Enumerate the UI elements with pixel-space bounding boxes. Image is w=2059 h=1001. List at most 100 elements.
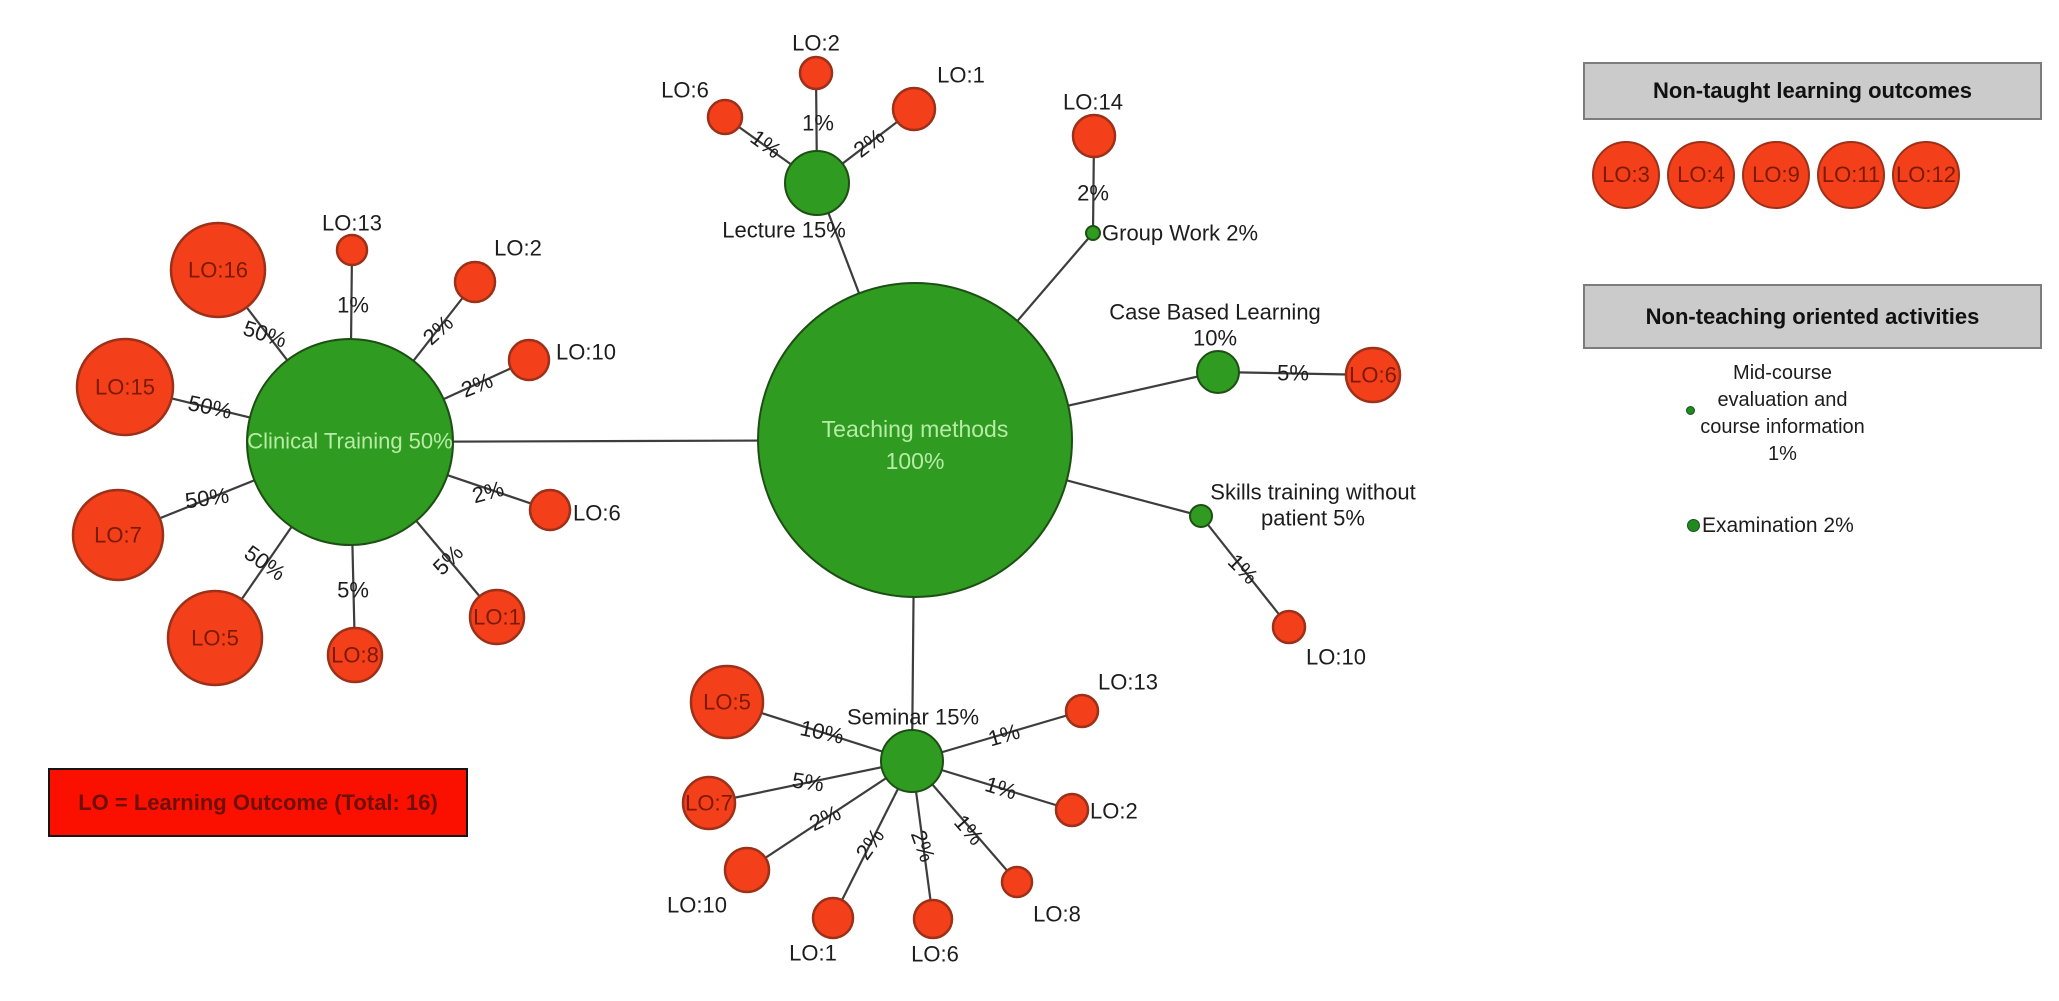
edge-label: 2% [851, 824, 890, 864]
node-label: LO:7 [94, 523, 142, 548]
node-label: patient 5% [1261, 506, 1365, 531]
node-lo1 [811, 896, 855, 940]
node-label: Case Based Learning [1109, 300, 1321, 325]
midcourse-dot-icon [1686, 406, 1695, 415]
node-lecture [784, 150, 850, 216]
node-lo1 [468, 588, 526, 646]
node-label: LO:13 [1098, 670, 1158, 695]
node-label: LO:15 [95, 375, 155, 400]
node-seminar [880, 729, 944, 793]
edge-label: 2% [906, 827, 940, 865]
node-lo8 [1000, 865, 1034, 899]
note-box: LO = Learning Outcome (Total: 16) [48, 768, 468, 837]
node-lo13 [1064, 693, 1100, 729]
node-lo7 [681, 775, 737, 831]
node-lo5 [689, 664, 765, 740]
node-lo8 [326, 626, 384, 684]
node-lo15 [75, 337, 175, 437]
node-label: LO:6 [661, 78, 709, 103]
node-label: LO:6 [1349, 363, 1397, 388]
edge-label: 5% [791, 767, 826, 796]
node-lo5 [166, 589, 264, 687]
node-label: Teaching methods [822, 416, 1009, 442]
node-label: LO:7 [685, 791, 733, 816]
legend-non-teaching-title: Non-teaching oriented activities [1645, 303, 1980, 329]
node-label: Lecture 15% [722, 218, 846, 243]
node-lo6 [706, 98, 744, 136]
node-label: LO:16 [188, 258, 248, 283]
edge-label: 1% [1223, 549, 1263, 589]
node-lo13 [335, 233, 369, 267]
node-label: LO:2 [792, 31, 840, 56]
edge-skills-training-lo10 [1200, 515, 1290, 628]
edge-label: 2% [805, 800, 844, 836]
edge-label: 5% [1277, 361, 1309, 386]
midcourse-line: evaluation and [1717, 389, 1848, 411]
node-skills-training [1189, 504, 1213, 528]
edge-label: 2% [418, 310, 458, 350]
node-label: LO:5 [703, 690, 751, 715]
edge-label: 50% [240, 540, 290, 586]
midcourse-line: 1% [1768, 443, 1797, 465]
edge-seminar-lo10 [746, 760, 913, 871]
edge-label: 50% [186, 390, 234, 424]
node-lo1 [891, 86, 937, 132]
legend-circle-lo12: LO:12 [1892, 141, 1960, 209]
edge-label: 2% [469, 476, 506, 508]
edge-label: 2% [1077, 181, 1109, 206]
legend-circle-lo11: LO:11 [1817, 141, 1885, 209]
edge-label: 1% [802, 111, 834, 136]
edge-label: 5% [337, 578, 369, 603]
edge-seminar-lo7 [708, 759, 913, 805]
examination-label: Examination 2% [1702, 514, 1854, 537]
node-lo6 [1344, 346, 1402, 404]
node-clinical-training [246, 338, 454, 546]
legend-non-taught-circles: LO:3 LO:4 LO:9 LO:11 LO:12 [1592, 141, 1960, 209]
node-label: LO:2 [494, 236, 542, 261]
node-lo6 [912, 898, 954, 940]
node-lo10 [1271, 609, 1307, 645]
node-lo10 [723, 846, 771, 894]
node-label: LO:6 [911, 942, 959, 967]
node-label: 10% [1193, 326, 1237, 351]
node-label: 100% [886, 448, 945, 474]
node-group-work [1085, 225, 1101, 241]
edge-label: 1% [982, 771, 1020, 804]
legend-circle-lo3: LO:3 [1592, 141, 1660, 209]
edge-label: 2% [458, 367, 497, 402]
legend-non-taught-header: Non-taught learning outcomes [1583, 62, 2042, 120]
node-label: LO:13 [322, 211, 382, 236]
node-lo2 [798, 55, 834, 91]
examination-dot-icon [1687, 519, 1700, 532]
legend-circle-lo4: LO:4 [1667, 141, 1735, 209]
legend-circle-lo9: LO:9 [1742, 141, 1810, 209]
legend-non-teaching-header: Non-teaching oriented activities [1583, 284, 2042, 349]
edge-label: 1% [985, 719, 1022, 752]
node-lo16 [169, 221, 267, 319]
edge-label: 2% [849, 123, 889, 162]
node-lo2 [453, 260, 497, 304]
edge-label: 1% [337, 293, 369, 318]
midcourse-line: Mid-course [1733, 362, 1832, 384]
node-lo6 [528, 488, 572, 532]
node-label: LO:1 [473, 605, 521, 630]
node-case-based-learning [1196, 350, 1240, 394]
legend-non-taught-title: Non-taught learning outcomes [1653, 78, 1972, 103]
node-lo2 [1054, 792, 1090, 828]
node-teaching-methods [757, 282, 1073, 598]
node-lo10 [507, 338, 551, 382]
node-label: LO:1 [789, 941, 837, 966]
node-label: LO:5 [191, 626, 239, 651]
edge-label: 10% [798, 715, 846, 749]
node-label: Group Work 2% [1102, 221, 1258, 246]
node-label: LO:2 [1090, 799, 1138, 824]
node-lo14 [1071, 113, 1117, 159]
node-label: LO:6 [573, 501, 621, 526]
note-text: LO = Learning Outcome (Total: 16) [78, 789, 438, 815]
node-label: LO:10 [556, 340, 616, 365]
node-label: LO:8 [331, 643, 379, 668]
node-lo7 [71, 488, 165, 582]
node-label: LO:10 [667, 893, 727, 918]
